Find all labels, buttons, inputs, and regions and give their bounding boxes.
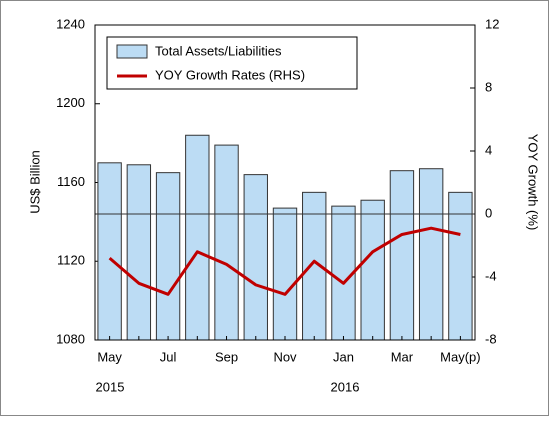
y-axis-label: US$ Billion: [27, 150, 42, 214]
bar: [214, 144, 239, 341]
year-label: 2015: [96, 379, 125, 394]
x-tick-label: Nov: [273, 349, 297, 364]
bar: [126, 164, 152, 341]
x-tick-label: Sep: [215, 349, 238, 364]
bar: [243, 174, 268, 341]
y-tick-label: 1120: [57, 253, 85, 268]
x-tick-label: Jan: [333, 349, 354, 364]
bar: [185, 134, 210, 341]
line: [108, 226, 461, 296]
bar: [155, 172, 181, 341]
y2-tick-label: -4: [485, 268, 497, 283]
bar: [97, 162, 122, 341]
y2-axis-label: YOY Growth (%): [526, 134, 541, 231]
x-tick-label: May: [97, 349, 122, 364]
y2-tick-label: 4: [485, 142, 492, 157]
bar: [418, 168, 444, 341]
bar: [272, 207, 298, 341]
y2-tick-label: 12: [485, 16, 499, 31]
y2-tick-label: 8: [485, 79, 492, 94]
bar: [389, 170, 415, 341]
bar: [360, 199, 385, 341]
x-tick-label: May(p): [440, 349, 480, 364]
y-tick-label: 1200: [56, 95, 85, 110]
y-tick-label: 1160: [57, 174, 85, 189]
legend-label: Total Assets/Liabilities: [155, 43, 282, 58]
y2-tick-label: -8: [485, 331, 497, 346]
legend-label: YOY Growth Rates (RHS): [155, 67, 305, 82]
y2-tick-label: 0: [485, 205, 492, 220]
year-label: 2016: [331, 379, 360, 394]
plot-frame: [94, 24, 476, 341]
x-tick-label: Jul: [160, 349, 177, 364]
legend-swatch: [116, 44, 148, 59]
y-tick-label: 1240: [56, 16, 85, 31]
x-tick-label: Mar: [391, 349, 414, 364]
y-tick-label: 1080: [56, 331, 85, 346]
legend: [106, 36, 358, 90]
